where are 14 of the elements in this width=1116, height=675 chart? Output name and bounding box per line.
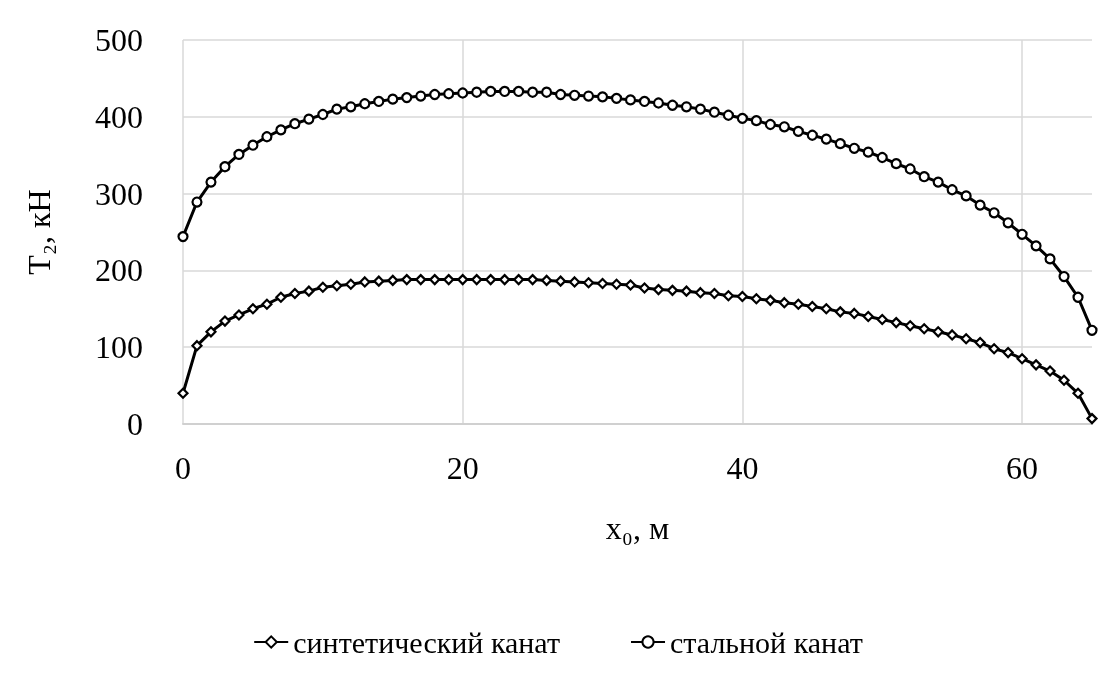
legend-label: синтетический канат	[293, 625, 561, 659]
x-tick-label: 40	[726, 450, 759, 486]
y-tick-label: 300	[95, 175, 143, 212]
x-tick-label: 60	[1006, 450, 1039, 486]
x-tick-label: 20	[446, 450, 479, 486]
y-tick-label: 0	[127, 406, 143, 442]
y-axis-title: T₂, кН	[21, 189, 57, 275]
y-tick-label: 100	[95, 329, 143, 366]
y-tick-label: 500	[95, 22, 143, 58]
y-tick-label: 400	[95, 98, 143, 135]
legend-label: стальной канат	[670, 625, 863, 659]
x-tick-label: 0	[175, 450, 191, 486]
y-tick-label: 200	[95, 252, 143, 289]
x-axis-title: x₀, м	[605, 510, 670, 546]
